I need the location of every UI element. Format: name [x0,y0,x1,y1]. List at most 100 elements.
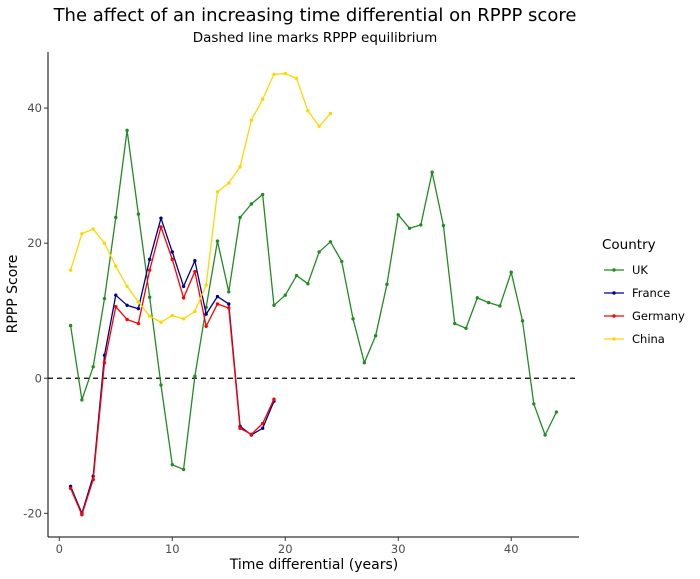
data-point-uk [385,282,389,287]
x-tick-label: 20 [278,542,293,556]
data-point-germany [136,321,141,326]
data-point-uk [238,215,242,220]
data-point-france [204,312,208,316]
data-point-uk [340,259,344,264]
data-point-uk [509,270,513,274]
legend: Country UK France Germany China [602,237,685,346]
data-point-france [181,284,186,289]
data-point-uk [396,213,400,217]
data-point-uk [227,290,231,294]
y-tick-label: 0 [35,371,42,385]
data-point-uk [407,226,412,231]
data-point-china [249,118,254,122]
data-point-china [147,314,152,318]
data-point-uk [272,303,276,308]
data-point-uk [430,170,434,174]
data-point-germany [102,361,107,365]
data-point-germany [170,257,174,262]
y-axis-title: RPPP Score [5,255,21,334]
data-point-uk [170,463,174,467]
data-point-france [114,293,118,297]
x-tick-label: 30 [391,542,406,556]
data-point-uk [464,326,468,330]
data-point-china [159,320,163,324]
data-point-germany [181,296,186,300]
data-point-china [306,109,310,113]
data-point-uk [260,192,265,197]
data-point-uk [317,250,321,254]
data-point-germany [125,317,129,322]
data-point-uk [193,374,197,378]
data-point-germany [272,397,276,401]
data-point-uk [532,402,536,406]
data-point-uk [498,304,502,308]
data-point-china [238,165,242,169]
legend-key-point-germany [612,314,616,318]
data-point-uk [453,321,457,326]
data-point-uk [80,398,84,402]
data-point-uk [441,223,446,228]
data-point-france [136,306,141,311]
data-point-uk [283,293,287,297]
data-point-china [114,264,118,268]
data-point-china [170,313,174,318]
data-point-france [193,259,197,263]
data-point-uk [159,383,163,387]
series-line-china [69,72,331,323]
data-point-france [215,294,220,299]
legend-label-uk: UK [632,263,648,277]
data-point-france [170,250,174,254]
y-tick-label: -20 [23,506,42,520]
data-point-china [136,300,141,304]
data-point-china [125,284,129,289]
data-point-uk [114,215,118,220]
data-point-uk [520,319,525,323]
x-tick-label: 40 [504,542,519,556]
plot-area: 0 10 20 30 40 -20 0 20 40 [23,52,579,556]
data-point-china [294,76,299,81]
data-point-france [159,216,163,220]
data-point-germany [227,306,231,310]
data-point-uk [554,410,559,414]
data-point-germany [193,269,197,274]
data-point-uk [328,240,333,244]
data-point-china [260,97,265,101]
data-point-uk [249,202,254,206]
data-point-france [260,426,265,430]
data-point-germany [80,513,84,517]
y-tick-label: 40 [27,101,42,115]
series-line-germany [70,226,275,516]
data-point-uk [215,239,220,243]
data-point-china [272,72,276,76]
data-point-uk [362,361,367,365]
data-point-france [125,303,129,308]
data-point-germany [204,324,208,328]
data-point-uk [306,281,310,286]
data-point-china [317,124,321,129]
data-point-germany [159,225,163,229]
data-point-uk [475,296,480,300]
data-point-uk [125,128,129,133]
data-point-china [68,268,73,272]
chart-subtitle: Dashed line marks RPPP equilibrium [193,30,438,46]
data-point-germany [91,477,95,482]
data-point-germany [68,486,73,491]
data-point-france [147,257,152,262]
legend-title: Country [602,237,656,253]
legend-label-germany: Germany [632,309,685,323]
data-point-china [227,181,231,185]
data-point-uk [486,300,491,305]
legend-key-point-uk [612,268,616,272]
data-point-uk [102,296,107,301]
data-point-germany [249,432,254,437]
series-line-france [70,217,275,515]
data-point-uk [419,223,423,227]
data-point-germany [260,421,265,426]
data-point-germany [114,304,118,309]
data-point-uk [373,334,378,338]
data-point-china [181,317,186,321]
data-point-china [215,190,220,194]
data-point-germany [238,426,242,430]
chart-title: The affect of an increasing time differe… [53,5,577,26]
